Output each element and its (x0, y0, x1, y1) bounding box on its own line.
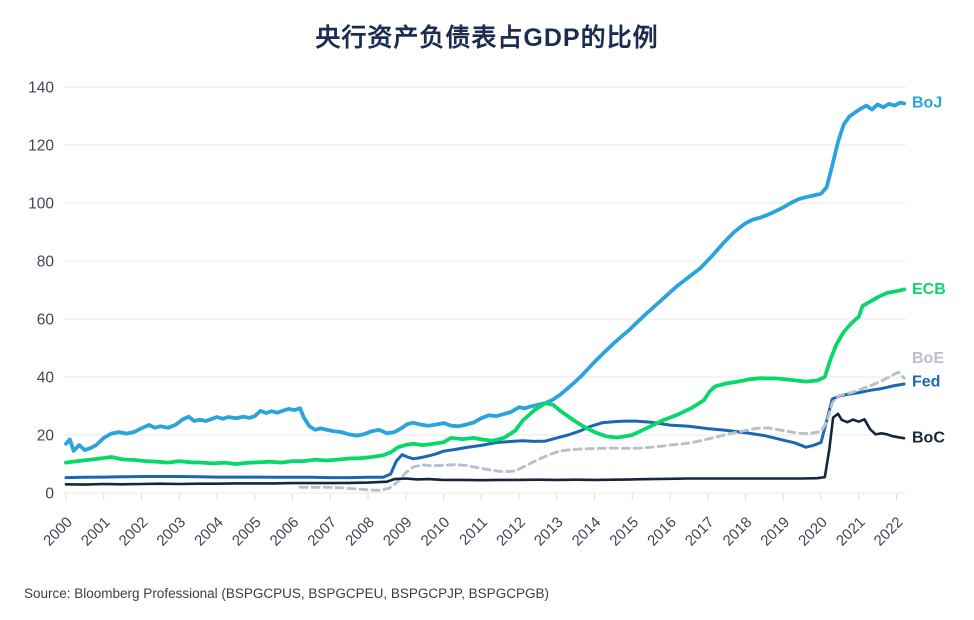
x-tick-label: 2021 (833, 514, 869, 550)
x-tick-label: 2007 (304, 514, 340, 550)
y-tick-label: 0 (45, 486, 54, 503)
series-line-boj (64, 100, 906, 453)
series-line-boc (64, 412, 906, 486)
x-tick-label: 2000 (40, 514, 76, 550)
series-line-fed (64, 382, 906, 480)
x-tick-label: 2013 (531, 514, 567, 550)
x-tick-label: 2018 (720, 514, 756, 550)
series-label-fed: Fed (912, 374, 940, 391)
x-tick-label: 2002 (116, 514, 152, 550)
x-tick-label: 2019 (757, 514, 793, 550)
x-tick-label: 2016 (644, 514, 680, 550)
chart-title: 央行资产负债表占GDP的比例 (315, 24, 659, 52)
x-tick-label: 2010 (418, 514, 454, 550)
x-tick-label: 2015 (606, 514, 642, 550)
x-tick-label: 2011 (456, 514, 491, 549)
source-note: Source: Bloomberg Professional (BSPGCPUS… (24, 586, 549, 601)
x-tick-label: 2006 (267, 514, 303, 550)
x-tick-label: 2012 (493, 514, 529, 550)
series-label-ecb: ECB (912, 281, 946, 298)
y-tick-label: 60 (37, 312, 55, 329)
x-tick-label: 2008 (342, 514, 378, 550)
x-tick-label: 2020 (795, 514, 831, 550)
gridlines (64, 86, 906, 494)
y-tick-label: 100 (28, 196, 54, 213)
x-tick-label: 2022 (871, 514, 907, 550)
y-tick-label: 20 (37, 428, 55, 445)
x-tick-label: 2014 (569, 514, 605, 550)
x-tick-label: 2004 (191, 514, 227, 550)
series-label-boe: BoE (912, 350, 944, 367)
series-label-boc: BoC (912, 430, 945, 447)
x-tick-label: 2017 (682, 514, 718, 550)
x-tick-label: 2005 (229, 514, 265, 550)
y-tick-label: 140 (28, 80, 54, 97)
x-tick-label: 2003 (153, 514, 189, 550)
y-tick-label: 120 (28, 138, 54, 155)
series-label-boj: BoJ (912, 95, 942, 112)
y-tick-label: 40 (37, 370, 55, 387)
x-tick-label: 2001 (78, 514, 114, 550)
series-line-ecb (64, 287, 906, 466)
x-tick-label: 2009 (380, 514, 416, 550)
y-tick-label: 80 (37, 254, 55, 271)
